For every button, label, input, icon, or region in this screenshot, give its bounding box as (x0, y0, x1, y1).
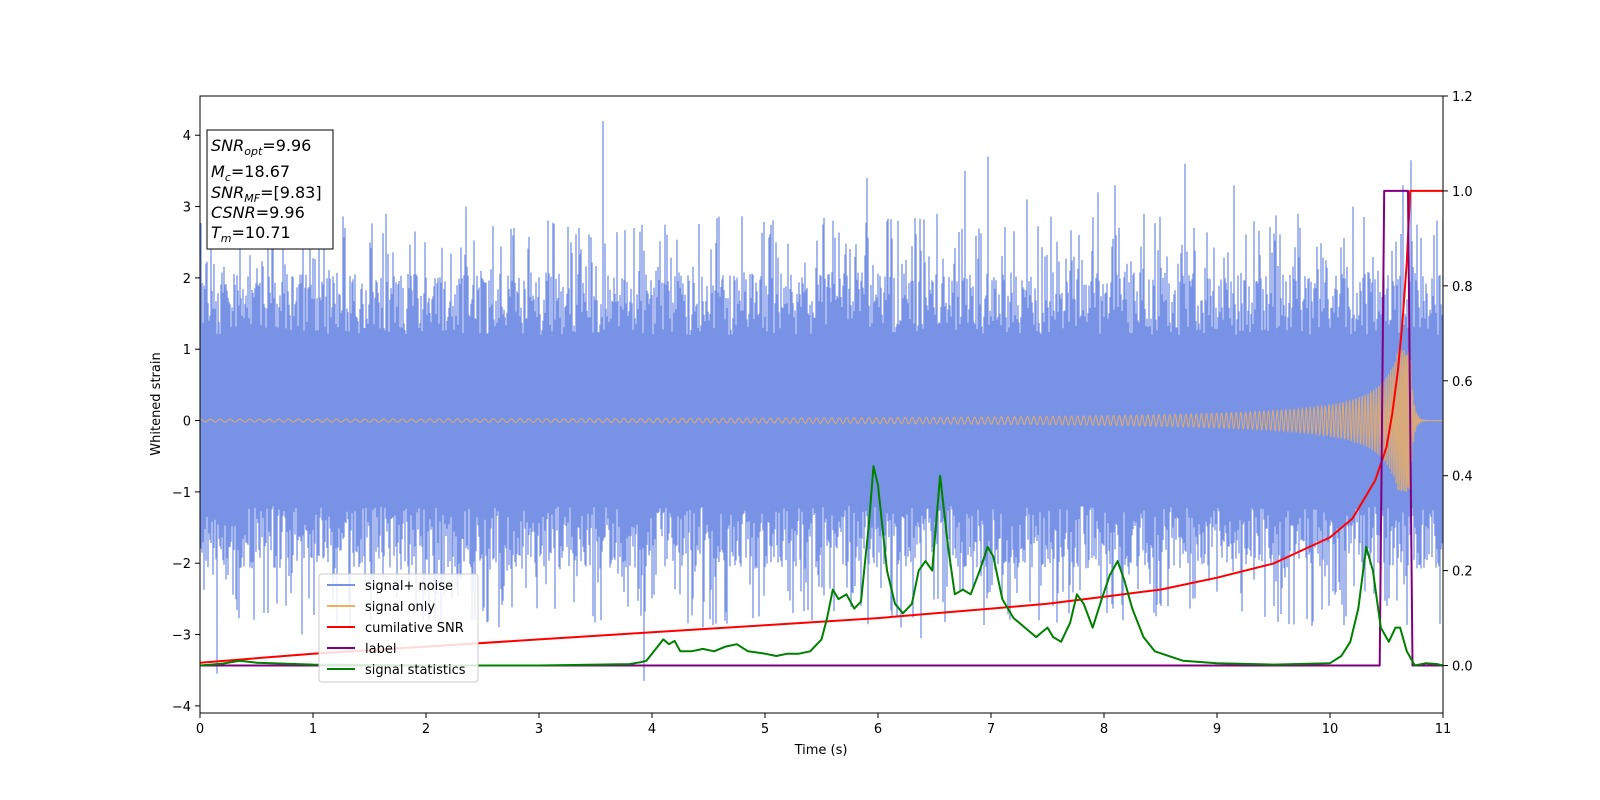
info-chirp-mass: Mc=18.67 (211, 162, 290, 184)
x-tick-label: 2 (422, 722, 430, 737)
y2-tick-label: 0.8 (1452, 280, 1473, 295)
info-snr-opt: SNRopt=9.96 (211, 136, 311, 158)
x-tick-label: 10 (1322, 722, 1339, 737)
series-layer (200, 121, 1443, 681)
info-csnr: CSNR=9.96 (211, 203, 305, 222)
x-tick-label: 11 (1435, 722, 1452, 737)
y-axis-right: 0.0 0.2 0.4 0.6 0.8 1.0 1.2 (1443, 90, 1473, 675)
x-axis-label: Time (s) (794, 743, 848, 758)
x-tick-label: 6 (874, 722, 882, 737)
y-axis-label: Whitened strain (149, 352, 164, 455)
y2-tick-label: 1.2 (1452, 90, 1473, 105)
x-axis: 0 1 2 3 4 5 6 7 8 9 10 11 (196, 713, 1451, 737)
legend-label-cumulative-snr: cumilative SNR (365, 621, 464, 636)
series-signal-statistics (200, 465, 1443, 667)
info-snr-mf: SNRMF=[9.83] (211, 183, 322, 205)
x-tick-label: 5 (761, 722, 769, 737)
info-merger-time: Tm=10.71 (211, 223, 291, 245)
x-tick-label: 3 (535, 722, 543, 737)
x-tick-label: 0 (196, 722, 204, 737)
y2-tick-label: 1.0 (1452, 185, 1473, 200)
x-tick-label: 4 (648, 722, 656, 737)
series-signal-noise (200, 121, 1443, 681)
y2-tick-label: 0.4 (1452, 470, 1473, 485)
y2-tick-label: 0.2 (1452, 565, 1473, 580)
y-tick-label: 2 (183, 272, 191, 287)
y2-tick-label: 0.6 (1452, 375, 1473, 390)
info-box: SNRopt=9.96 Mc=18.67 SNRMF=[9.83] CSNR=9… (206, 129, 334, 250)
legend-label-label: label (365, 642, 396, 657)
y2-tick-label: 0.0 (1452, 660, 1473, 675)
x-tick-label: 8 (1100, 722, 1108, 737)
series-signal-only (200, 349, 1443, 492)
legend-box (318, 573, 479, 683)
y-tick-label: −4 (172, 700, 191, 715)
y-tick-label: −2 (172, 557, 191, 572)
x-tick-label: 9 (1213, 722, 1221, 737)
y-tick-label: 1 (183, 343, 191, 358)
y-tick-label: 3 (183, 201, 191, 216)
y-tick-label: 4 (183, 129, 191, 144)
y-tick-label: −1 (172, 486, 191, 501)
legend-label-signal-noise: signal+ noise (365, 579, 453, 594)
legend-label-signal-only: signal only (365, 600, 435, 615)
legend-label-signal-statistics: signal statistics (365, 663, 466, 678)
x-tick-label: 7 (987, 722, 995, 737)
series-cumulative-snr (200, 189, 1443, 664)
y-tick-label: 0 (183, 415, 191, 430)
y-tick-label: −3 (172, 629, 191, 644)
y-axis-left: −4 −3 −2 −1 0 1 2 3 4 (172, 129, 200, 715)
legend: signal+ noise signal only cumilative SNR… (318, 573, 479, 683)
plot-frame (199, 95, 1444, 714)
x-tick-label: 1 (309, 722, 317, 737)
